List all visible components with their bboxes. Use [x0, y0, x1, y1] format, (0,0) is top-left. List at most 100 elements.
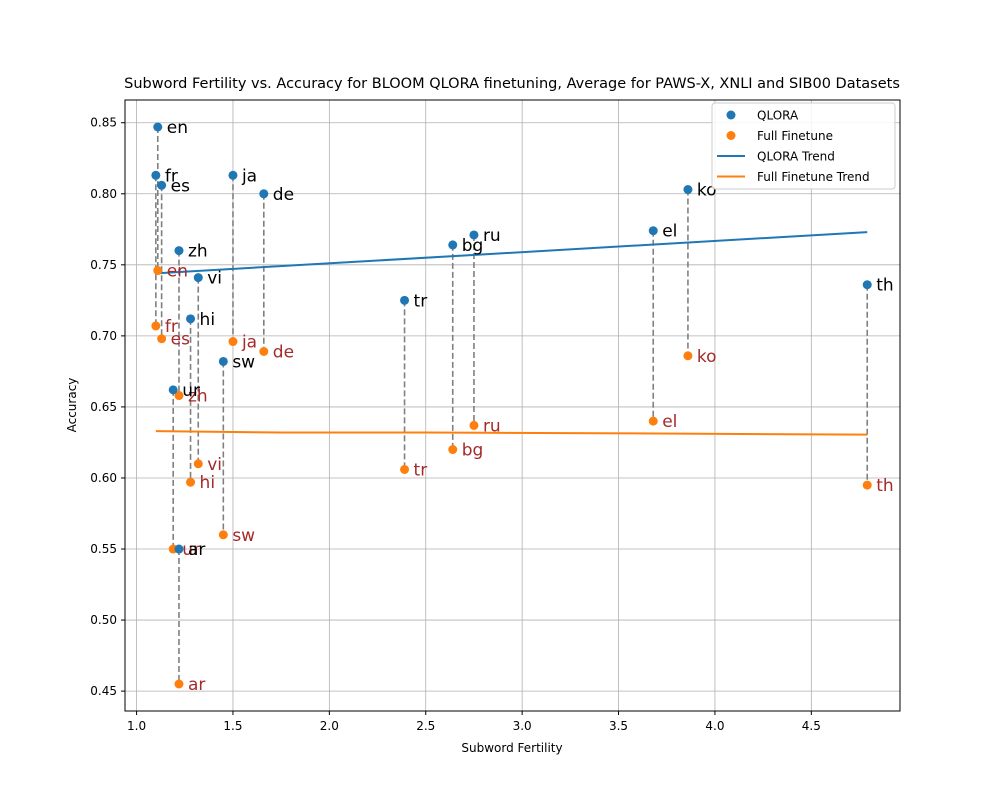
qlora-label-es: es: [171, 176, 190, 196]
legend-marker: [726, 110, 736, 120]
full-finetune-label-de: de: [273, 343, 294, 363]
y-tick-label: 0.50: [90, 613, 117, 627]
full-finetune-label-fr: fr: [165, 317, 178, 337]
full-finetune-point-ko: [683, 351, 693, 361]
qlora-point-de: [259, 189, 269, 199]
qlora-label-ru: ru: [483, 226, 501, 246]
full-finetune-label-zh: zh: [188, 387, 208, 407]
qlora-point-ko: [683, 185, 693, 195]
full-finetune-label-tr: tr: [414, 460, 428, 480]
qlora-point-ar: [174, 544, 184, 554]
full-finetune-label-en: en: [167, 262, 188, 282]
legend: QLORA Full Finetune QLORA Trend Full Finetu…: [711, 102, 896, 190]
x-tick-label: 1.5: [223, 719, 242, 733]
data-points: [151, 122, 872, 689]
full-finetune-label-ru: ru: [483, 416, 501, 436]
plot-frame: [124, 99, 901, 712]
full-finetune-label-ur: ur: [182, 540, 200, 560]
qlora-point-bg: [448, 240, 458, 250]
qlora-label-ja: ja: [241, 166, 257, 186]
legend-label: QLORA Trend: [757, 150, 835, 164]
full-finetune-point-el: [648, 416, 658, 426]
full-finetune-label-th: th: [876, 476, 893, 496]
y-axis: 0.45 0.50 0.55 0.60 0.65 0.70 0.75 0.80 0.85: [90, 116, 125, 698]
full-finetune-point-zh: [174, 391, 184, 401]
qlora-label-el: el: [662, 222, 677, 242]
x-axis: 1.0 1.5 2.0 2.5 3.0 3.5 4.0 4.5: [127, 711, 821, 733]
qlora-point-th: [862, 280, 872, 290]
x-tick-label: 2.5: [416, 719, 435, 733]
full-finetune-point-th: [862, 480, 872, 490]
x-tick-label: 1.0: [127, 719, 146, 733]
full-finetune-point-ru: [469, 420, 479, 430]
qlora-label-ur: ur: [182, 381, 200, 401]
qlora-label-vi: vi: [207, 269, 222, 289]
y-tick-label: 0.45: [90, 684, 117, 698]
chart-title: Subword Fertility vs. Accuracy for BLOOM…: [124, 76, 900, 92]
full-finetune-point-en: [153, 266, 163, 276]
grid: [125, 100, 900, 711]
qlora-label-de: de: [273, 185, 294, 205]
y-tick-label: 0.70: [90, 329, 117, 343]
x-tick-label: 3.5: [609, 719, 628, 733]
legend-label: QLORA: [757, 109, 799, 123]
y-tick-label: 0.75: [90, 258, 117, 272]
full-finetune-point-tr: [400, 464, 410, 474]
full-finetune-label-el: el: [662, 412, 677, 432]
full-finetune-label-ar: ar: [188, 675, 205, 695]
connector-lines: [155, 126, 869, 685]
full-finetune-label-es: es: [171, 330, 190, 350]
legend-box: [711, 102, 896, 190]
qlora-point-vi: [193, 273, 203, 283]
full-finetune-point-es: [157, 334, 167, 344]
y-tick-label: 0.60: [90, 471, 117, 485]
qlora-label-en: en: [167, 118, 188, 138]
full-finetune-label-hi: hi: [200, 473, 216, 493]
full-finetune-point-fr: [151, 321, 161, 331]
qlora-label-zh: zh: [188, 242, 208, 262]
y-tick-label: 0.65: [90, 400, 117, 414]
full-finetune-label-ja: ja: [241, 333, 257, 353]
full-finetune-label-bg: bg: [462, 441, 484, 461]
full-finetune-label-sw: sw: [232, 526, 255, 546]
qlora-point-zh: [174, 246, 184, 256]
qlora-point-ru: [469, 230, 479, 240]
full-finetune-trend-line: [155, 430, 868, 436]
qlora-point-ur: [168, 385, 178, 395]
full-finetune-point-hi: [186, 477, 196, 487]
full-finetune-point-vi: [193, 459, 203, 469]
x-tick-label: 4.5: [802, 719, 821, 733]
y-tick-label: 0.80: [90, 187, 117, 201]
full-finetune-point-ar: [174, 679, 184, 689]
qlora-label-fr: fr: [165, 166, 178, 186]
y-axis-label: Accuracy: [65, 378, 79, 433]
y-tick-label: 0.85: [90, 116, 117, 130]
qlora-label-bg: bg: [462, 236, 484, 256]
legend-label: Full Finetune Trend: [757, 170, 870, 184]
x-tick-label: 4.0: [705, 719, 724, 733]
legend-label: Full Finetune: [757, 129, 833, 143]
qlora-point-el: [648, 226, 658, 236]
x-axis-label: Subword Fertility: [461, 741, 562, 755]
full-finetune-label-ko: ko: [697, 347, 717, 367]
qlora-point-en: [153, 122, 163, 132]
qlora-label-tr: tr: [414, 291, 428, 311]
full-finetune-point-bg: [448, 445, 458, 455]
qlora-point-es: [157, 180, 167, 190]
full-finetune-label-vi: vi: [207, 455, 222, 475]
qlora-point-ja: [228, 170, 238, 180]
legend-marker: [726, 131, 736, 140]
trend-lines: [155, 231, 868, 436]
qlora-point-fr: [151, 170, 161, 180]
y-tick-label: 0.55: [90, 542, 117, 556]
full-finetune-point-ja: [228, 337, 238, 347]
x-tick-label: 2.0: [320, 719, 339, 733]
qlora-point-tr: [400, 295, 410, 305]
x-tick-label: 3.0: [513, 719, 532, 733]
qlora-point-sw: [218, 356, 228, 366]
full-finetune-point-de: [259, 347, 269, 357]
qlora-label-th: th: [876, 276, 893, 296]
qlora-point-hi: [186, 314, 196, 324]
qlora-label-ar: ar: [188, 540, 205, 560]
